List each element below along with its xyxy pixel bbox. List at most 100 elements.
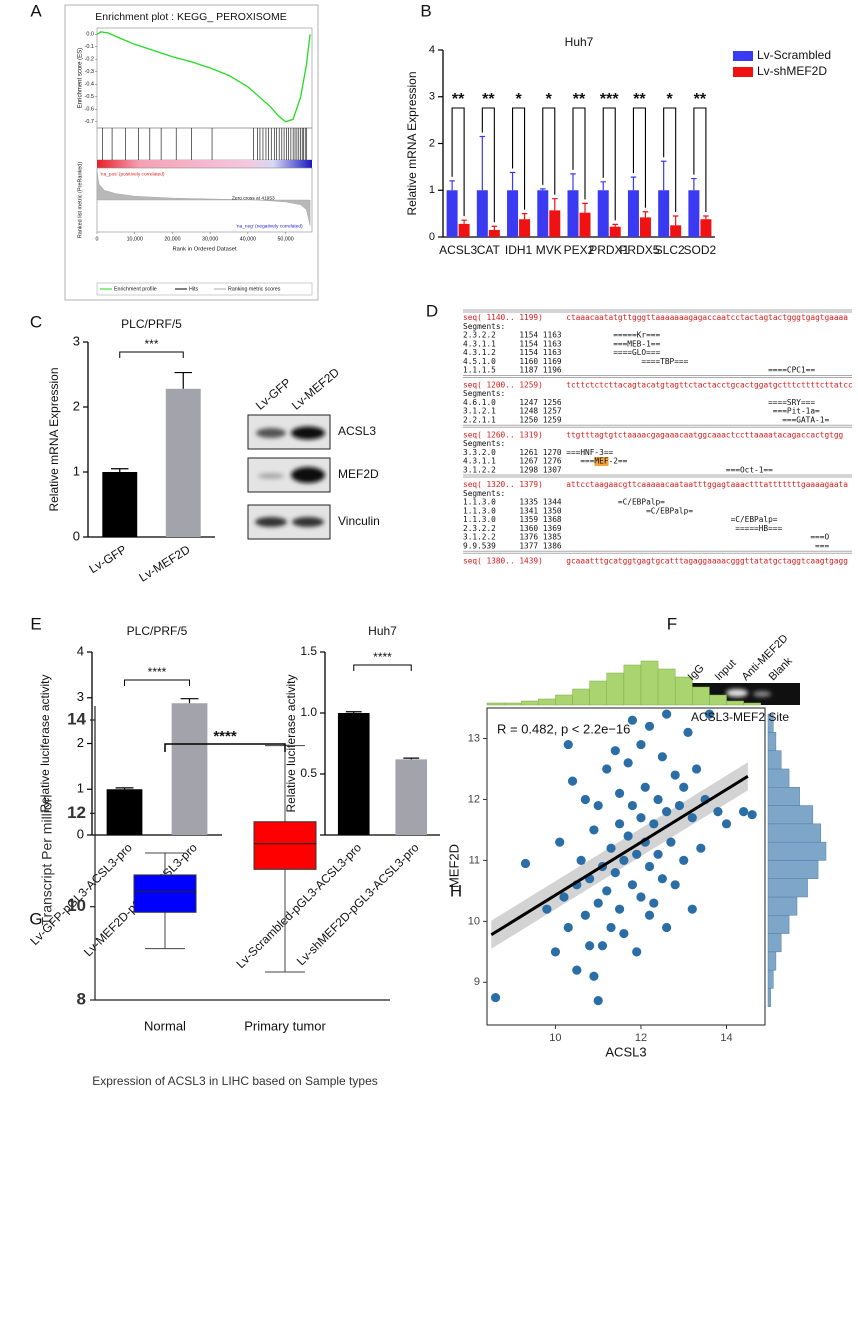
x-axis-label: ACSL3 [605, 1044, 646, 1059]
point [606, 843, 616, 853]
bar [670, 225, 682, 237]
histogram-bar [743, 702, 761, 706]
significance-label: ** [482, 91, 495, 108]
segment: 2.3.2.2 1360 1369 =====HB=== [463, 524, 783, 533]
y-tick-label: -0.7 [85, 119, 94, 125]
significance-bracket [602, 107, 616, 221]
bar [537, 190, 549, 237]
segment: 4.3.1.2 1154 1163 ====GLO=== [463, 348, 660, 357]
chart-title: PLC/PRF/5 [127, 624, 188, 638]
point [580, 910, 590, 920]
panel-label: G [29, 909, 42, 928]
y-tick-label: 1.0 [300, 705, 317, 719]
y-tick-label: 8 [77, 989, 86, 1008]
point [636, 892, 646, 902]
enrichment-line [96, 31, 311, 123]
annotation: Zero cross at 41953 [232, 195, 275, 201]
bar [165, 388, 201, 537]
bar [519, 219, 531, 237]
y-tick-label: 2 [77, 735, 84, 750]
point [627, 880, 638, 890]
y-tick-label: -0.5 [85, 94, 94, 100]
x-tick-label: Lv-MEF2D [136, 542, 192, 584]
histogram-bar [674, 676, 693, 706]
error-bar [449, 180, 455, 191]
bar [688, 190, 700, 237]
point [576, 855, 586, 866]
significance-label: * [667, 91, 674, 108]
histogram-bar [767, 951, 777, 971]
y-tick-label: -0.2 [85, 57, 94, 63]
chart-title: Huh7 [565, 35, 594, 49]
error-bar [642, 211, 649, 218]
bar [549, 210, 561, 237]
histogram-bar [538, 698, 556, 706]
error-bar [691, 177, 697, 191]
segment: 9.9.539 1377 1386 === [463, 541, 829, 550]
point [679, 855, 689, 866]
significance-bracket [481, 107, 495, 223]
histogram-bar [606, 672, 625, 706]
x-tick-label: Lv-GFP [87, 542, 129, 576]
point [602, 886, 612, 896]
x-tick-label: 10 [549, 1032, 561, 1044]
significance-bracket [632, 107, 646, 208]
y-tick-label: 0 [429, 231, 435, 243]
legend-label: Lv-shMEF2D [757, 64, 827, 78]
error-bar [570, 173, 576, 191]
point [589, 825, 599, 835]
significance-label: *** [144, 337, 158, 351]
y-tick-label: 1 [77, 781, 84, 796]
y-tick-label: 4 [429, 44, 435, 56]
significance-bracket [663, 107, 677, 212]
y-tick-label: 0.5 [300, 766, 317, 780]
point [670, 770, 680, 780]
point [606, 922, 616, 933]
point [490, 992, 501, 1003]
panel-label: H [450, 881, 462, 900]
lane-label: Input [713, 657, 739, 683]
legend-label: Enrichment profile [114, 286, 157, 292]
y-axis-label: Relative mRNA Expression [405, 71, 419, 215]
histogram-bar [692, 686, 710, 706]
sequence: ttgtttagtgtctaaaacgagaaacaatggcaaactcctt… [566, 430, 843, 439]
y-tick-label: 2 [429, 137, 435, 149]
y-tick-label: 13 [468, 732, 480, 744]
point [550, 947, 561, 957]
bar [700, 219, 712, 237]
significance-label: ** [573, 91, 586, 108]
segment: 4.6.1.0 1247 1256 ====SRY=== [463, 398, 815, 407]
segments-label: Segments: [463, 389, 505, 398]
point [593, 898, 603, 908]
point [623, 831, 633, 841]
y-tick-label: 12 [67, 803, 86, 822]
separator [463, 309, 852, 313]
y-tick-label: 1 [429, 184, 435, 196]
significance-bracket [353, 664, 412, 671]
point [636, 739, 646, 750]
sequence-header: seq( 1380.. 1439) [463, 556, 543, 565]
point [713, 807, 723, 817]
protein-label: MEF2D [338, 467, 379, 481]
separator [463, 550, 852, 554]
x-tick-label: 0 [96, 236, 99, 242]
y-tick-label: -0.6 [85, 107, 94, 113]
panel-label: E [30, 614, 41, 633]
blot-band [256, 428, 286, 438]
error-bar [491, 225, 498, 230]
point [614, 788, 625, 798]
x-tick-label: IDH1 [505, 243, 533, 257]
sequence: gcaaatttgcatggtgagtgcatttagaggaaaacgggtt… [566, 556, 848, 565]
metric-area [96, 171, 311, 226]
legend-label: Hits [189, 286, 198, 292]
point [627, 800, 638, 811]
significance-label: **** [148, 665, 167, 679]
error-bar [461, 219, 467, 224]
separator [463, 424, 852, 428]
bar [102, 472, 138, 537]
point [644, 910, 655, 920]
y-tick-label: 3 [77, 689, 84, 704]
point [644, 861, 655, 872]
y-axis-label: Relative mRNA Expression [47, 367, 61, 511]
